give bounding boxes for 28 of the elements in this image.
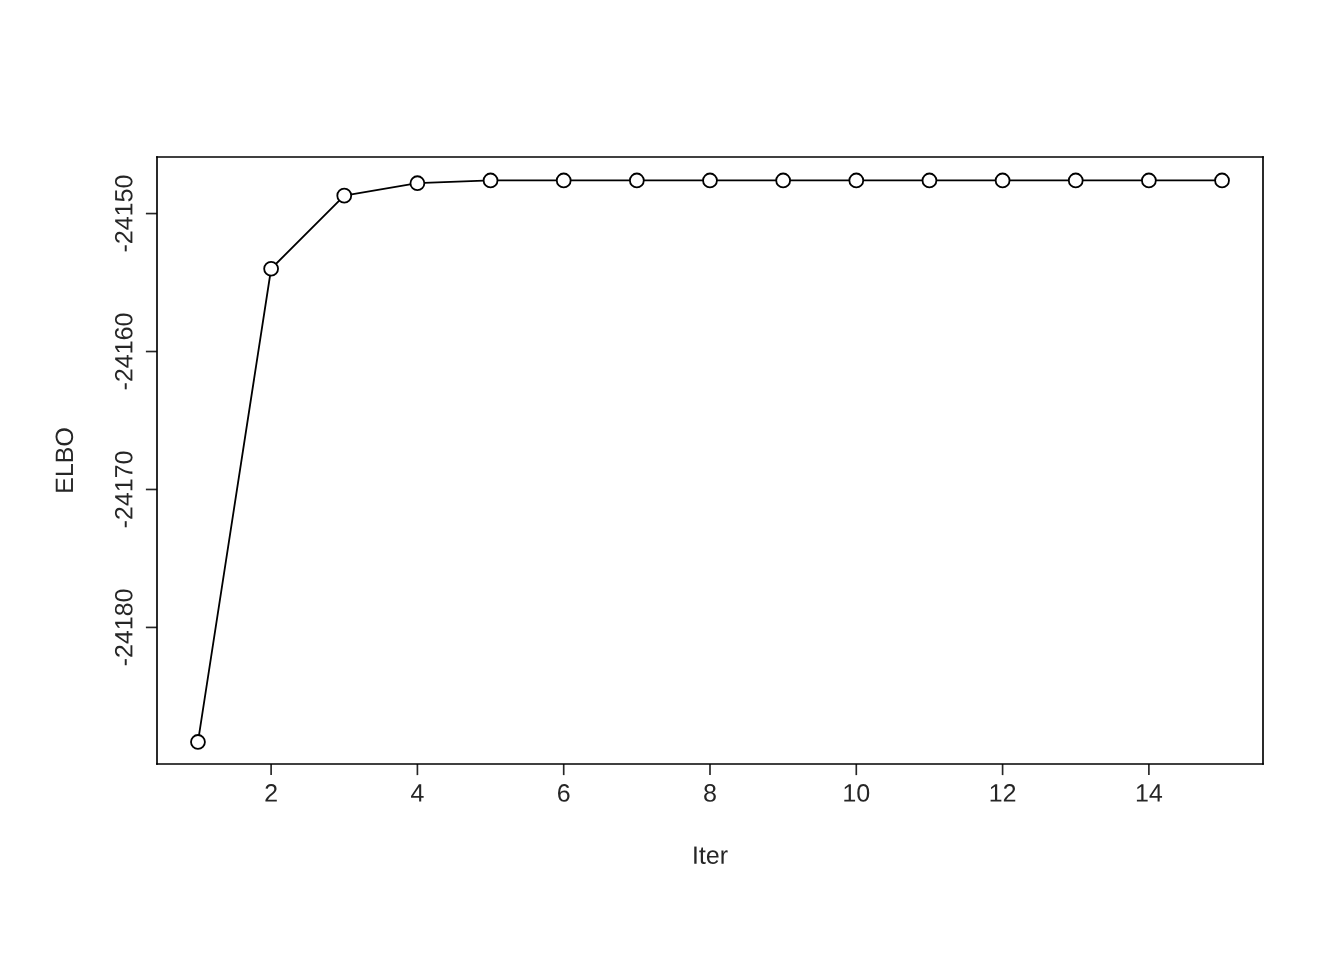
x-tick-label: 6 — [558, 784, 570, 802]
x-tick-label: 10 — [844, 784, 870, 802]
point — [263, 260, 279, 277]
x-tick-label: 14 — [1136, 784, 1163, 802]
x-tick-label: 8 — [704, 784, 716, 802]
y-tick-label: -24160 — [114, 313, 133, 390]
point — [1141, 172, 1157, 189]
point — [555, 172, 572, 189]
y-axis-title: ELBO — [55, 428, 74, 492]
x-tick-label: 2 — [265, 784, 277, 802]
point — [482, 172, 499, 189]
y-tick-label: -24170 — [114, 451, 133, 528]
y-tick-label: -24180 — [114, 589, 133, 666]
point — [702, 172, 718, 189]
point — [1214, 172, 1230, 189]
x-tick-label: 12 — [990, 784, 1016, 802]
point — [629, 172, 645, 189]
point — [921, 172, 938, 189]
point — [190, 734, 206, 750]
point — [848, 172, 865, 189]
x-tick-label: 4 — [411, 784, 424, 802]
x-axis-title: Iter — [694, 846, 728, 864]
point — [336, 187, 353, 204]
point — [994, 172, 1011, 189]
point — [409, 175, 426, 192]
y-tick-label: -24150 — [114, 175, 133, 252]
point — [1067, 172, 1084, 189]
point — [775, 172, 791, 189]
